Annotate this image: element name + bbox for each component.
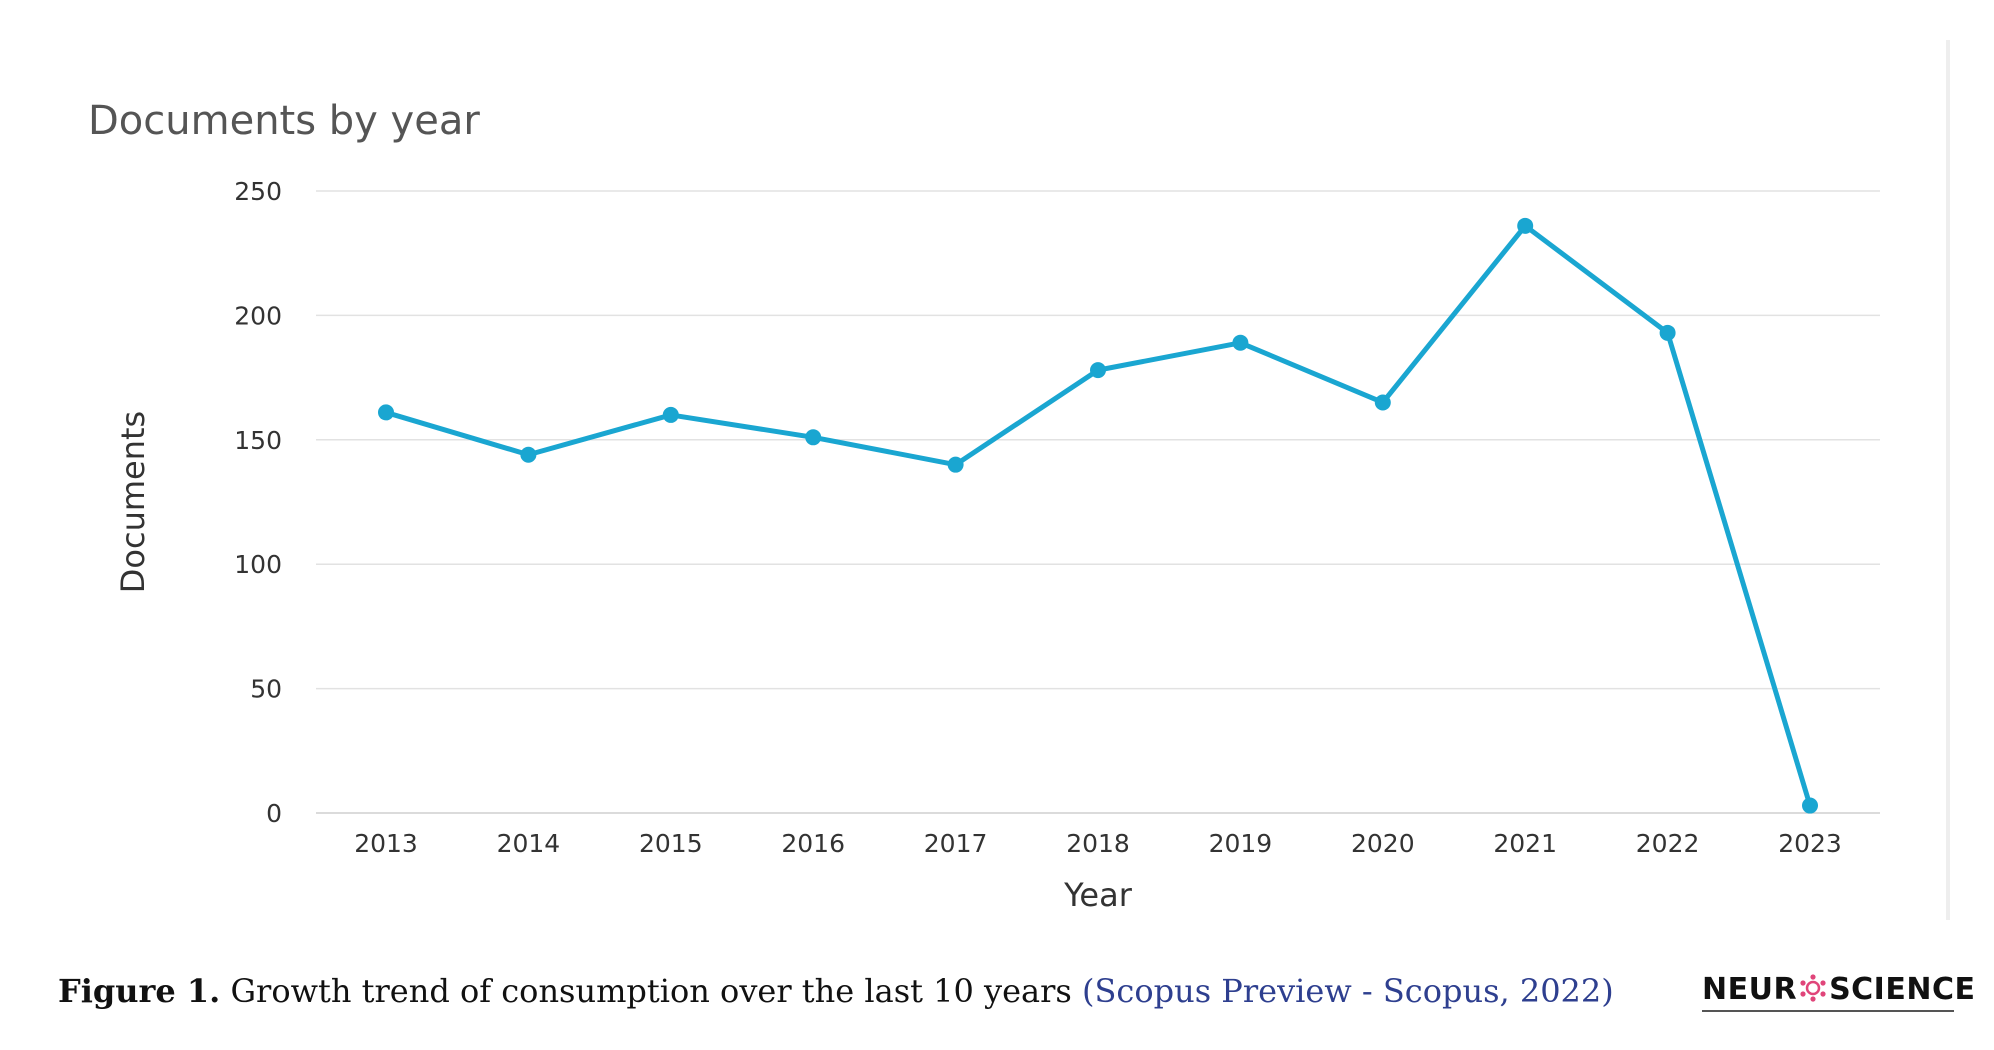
- y-tick-label: 0: [266, 799, 282, 828]
- x-tick-label: 2015: [639, 829, 703, 858]
- x-axis-label: Year: [1063, 876, 1133, 914]
- caption-label: Figure 1.: [58, 972, 221, 1010]
- figure-caption: Figure 1. Growth trend of consumption ov…: [58, 972, 1614, 1010]
- data-point: [805, 429, 822, 446]
- line-chart: Documents by year 0 50 100 150 200 250 2013 2014…: [88, 98, 1880, 914]
- caption-citation[interactable]: (Scopus Preview - Scopus, 2022): [1082, 972, 1614, 1010]
- x-tick-label: 2020: [1351, 829, 1415, 858]
- x-tick-label: 2014: [497, 829, 561, 858]
- x-tick-label: 2013: [354, 829, 418, 858]
- x-tick-label: 2022: [1636, 829, 1700, 858]
- y-axis-label: Documents: [114, 411, 152, 593]
- data-point: [1232, 334, 1249, 351]
- logo-underline: [1702, 1010, 1954, 1012]
- data-point: [520, 446, 537, 463]
- x-tick-label: 2018: [1066, 829, 1130, 858]
- data-point: [1802, 797, 1818, 814]
- data-point: [1374, 394, 1391, 411]
- y-tick-label: 150: [234, 426, 282, 455]
- y-tick-label: 200: [234, 301, 282, 330]
- y-tick-label: 100: [234, 550, 282, 579]
- y-tick-label: 50: [250, 675, 282, 704]
- caption-text: Growth trend of consumption over the las…: [220, 972, 1083, 1010]
- right-divider: [1946, 40, 1950, 920]
- data-point: [947, 456, 964, 473]
- x-tick-label: 2016: [781, 829, 845, 858]
- y-tick-label: 250: [234, 177, 282, 206]
- data-point: [662, 406, 679, 423]
- chart-title: Documents by year: [88, 98, 480, 144]
- data-point: [1517, 217, 1534, 234]
- x-tick-label: 2021: [1493, 829, 1557, 858]
- x-tick-label: 2019: [1209, 829, 1273, 858]
- neuroscience-logo: NEUR SCIENCE: [1702, 972, 1975, 1008]
- x-tick-label: 2017: [924, 829, 988, 858]
- logo-dots-icon: [1800, 974, 1826, 1002]
- data-point: [1090, 362, 1106, 379]
- logo-text-right: SCIENCE: [1829, 972, 1976, 1007]
- logo-text-left: NEUR: [1702, 972, 1798, 1007]
- data-point: [1659, 324, 1676, 341]
- x-tick-label: 2023: [1778, 829, 1842, 858]
- series-line: [383, 223, 1813, 809]
- data-point: [378, 404, 394, 421]
